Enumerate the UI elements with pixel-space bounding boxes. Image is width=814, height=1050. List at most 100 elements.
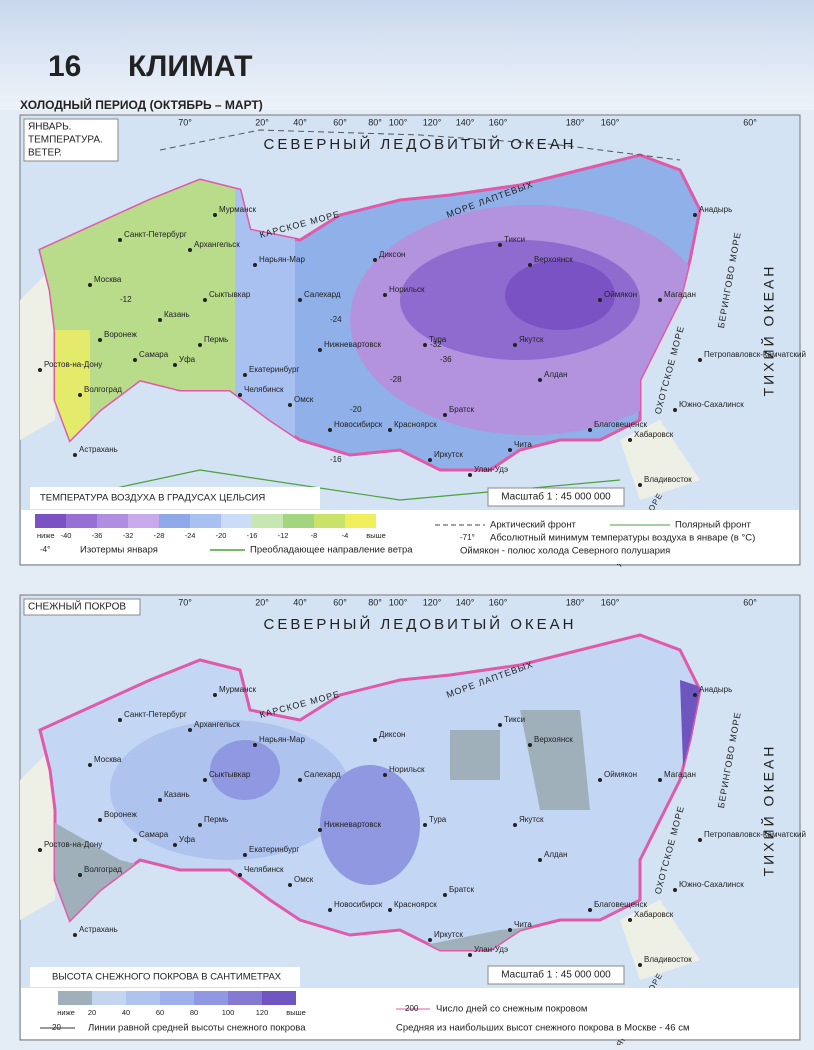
legend-label: 80: [190, 1008, 198, 1017]
city-dot: [158, 318, 162, 322]
city-label: Воронеж: [104, 330, 137, 339]
city-dot: [88, 283, 92, 287]
city-dot: [508, 928, 512, 932]
page-title: КЛИМАТ: [128, 50, 252, 83]
longitude-label: 160°: [601, 117, 620, 127]
legend-label: 20: [88, 1008, 96, 1017]
city-dot: [598, 298, 602, 302]
city-dot: [508, 448, 512, 452]
legend-text: Изотермы января: [80, 545, 158, 556]
city-dot: [628, 918, 632, 922]
legend-swatch: [221, 514, 252, 528]
city-label: Хабаровск: [634, 910, 674, 919]
longitude-label: 180°: [566, 597, 585, 607]
city-label: Тикси: [504, 715, 525, 724]
city-label: Пермь: [204, 815, 228, 824]
longitude-label: 40°: [293, 597, 307, 607]
city-label: Анадырь: [699, 205, 732, 214]
map-label: СНЕЖНЫЙ ПОКРОВ: [28, 600, 126, 613]
city-label: Красноярск: [394, 420, 437, 429]
city-label: Чита: [514, 440, 532, 449]
city-label: Петропавловск-Камчатский: [704, 830, 806, 839]
city-label: Пермь: [204, 335, 228, 344]
longitude-label: 120°: [423, 597, 442, 607]
longitude-label: 160°: [489, 117, 508, 127]
legend-text: Арктический фронт: [490, 520, 577, 531]
zone: [450, 710, 590, 810]
city-label: Тура: [429, 815, 447, 824]
city-label: Оймякон: [604, 290, 637, 299]
legend-label: ниже: [37, 531, 55, 540]
city-label: Ростов-на-Дону: [44, 360, 102, 369]
legend-label: -16: [247, 531, 258, 540]
city-dot: [468, 953, 472, 957]
city-dot: [73, 933, 77, 937]
city-label: Иркутск: [434, 450, 463, 459]
city-dot: [598, 778, 602, 782]
scale-label: Масштаб 1 : 45 000 000: [501, 969, 611, 981]
city-dot: [188, 728, 192, 732]
longitude-label: 80°: [368, 117, 382, 127]
city-dot: [373, 258, 377, 262]
city-dot: [188, 248, 192, 252]
city-dot: [288, 403, 292, 407]
city-dot: [173, 363, 177, 367]
temperature-map: 70° 20° 40° 60° 80° 100° 120° 140° 160° 180° 160° 6…: [19, 114, 806, 569]
city-label: Ростов-на-Дону: [44, 840, 102, 849]
city-dot: [118, 718, 122, 722]
zone: [320, 765, 420, 885]
city-label: Благовещенск: [594, 420, 647, 429]
legend-swatch: [58, 991, 92, 1005]
city-label: Казань: [164, 310, 190, 319]
city-dot: [288, 883, 292, 887]
city-dot: [253, 263, 257, 267]
city-label: Нарьян-Мар: [259, 735, 305, 744]
longitude-label: 60°: [333, 597, 347, 607]
city-dot: [203, 778, 207, 782]
city-label: Самара: [139, 830, 169, 839]
city-dot: [213, 693, 217, 697]
longitude-label: 60°: [333, 117, 347, 127]
city-label: Уфа: [179, 835, 196, 844]
city-dot: [78, 393, 82, 397]
longitude-label: 70°: [178, 597, 192, 607]
city-dot: [513, 343, 517, 347]
city-label: Москва: [94, 275, 122, 284]
legend-sample: -4°: [40, 545, 50, 554]
city-label: Чита: [514, 920, 532, 929]
legend-title: ТЕМПЕРАТУРА ВОЗДУХА В ГРАДУСАХ ЦЕЛЬСИЯ: [40, 493, 265, 504]
snow-map: 70° 20° 40° 60° 80° 100° 120° 140° 160° 180° 160° 6…: [19, 594, 806, 1049]
city-label: Сыктывкар: [209, 290, 251, 299]
arctic-front: [159, 129, 681, 161]
city-dot: [198, 823, 202, 827]
city-dot: [428, 938, 432, 942]
city-label: Салехард: [304, 290, 341, 299]
city-dot: [383, 293, 387, 297]
city-dot: [628, 438, 632, 442]
city-label: Сыктывкар: [209, 770, 251, 779]
longitude-label: 160°: [489, 597, 508, 607]
isotherm-label: -28: [390, 375, 402, 384]
city-label: Омск: [294, 395, 314, 404]
legend-swatch: [345, 514, 376, 528]
city-dot: [298, 778, 302, 782]
city-dot: [658, 778, 662, 782]
legend-label: 100: [222, 1008, 235, 1017]
city-label: Тура: [429, 335, 447, 344]
city-dot: [673, 888, 677, 892]
legend-swatch: [128, 514, 159, 528]
city-label: Оймякон: [604, 770, 637, 779]
longitude-label: 120°: [423, 117, 442, 127]
legend-swatch: [66, 514, 97, 528]
city-label: Челябинск: [244, 865, 284, 874]
map-label-box: [23, 598, 141, 616]
foreign-land: [20, 260, 700, 500]
city-label: Уфа: [179, 355, 196, 364]
legend-label: -28: [154, 531, 165, 540]
sea-label: ТИХИЙ ОКЕАН: [760, 744, 777, 877]
isotherm-label: -32: [430, 340, 442, 349]
legend-label: -32: [123, 531, 134, 540]
sea-label: СЕВЕРНЫЙ ЛЕДОВИТЫЙ ОКЕАН: [263, 135, 576, 153]
longitude-label: 60°: [743, 117, 757, 127]
legend-sample: 200: [405, 1004, 419, 1013]
